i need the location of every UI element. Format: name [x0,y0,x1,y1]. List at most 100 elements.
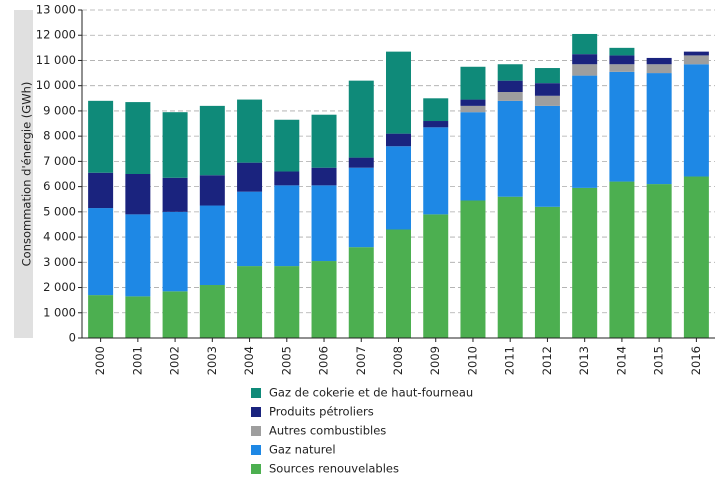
legend-label: Gaz de cokerie et de haut-fourneau [269,386,473,400]
y-tick-label: 11 000 [36,53,76,67]
bar-segment [460,66,486,100]
bar-segment [274,171,300,186]
bar-segment [162,177,188,212]
bar-segment [423,127,449,215]
bar-segment [646,64,672,74]
y-tick-label: 3 000 [43,255,76,269]
bar-segment [460,112,486,201]
legend-swatch [251,445,261,455]
bar-segment [609,64,635,72]
bar-segment [609,55,635,65]
bar-segment [572,187,598,338]
y-axis-label: Consommation d'énergie (GWh) [20,82,34,267]
x-tick-label: 2002 [168,346,182,375]
bar-segment [460,105,486,113]
bar-segment [460,200,486,338]
bar-segment [646,73,672,185]
bar-segment [497,196,523,338]
bar-segment [199,105,225,176]
bar-segment [497,80,523,92]
bar-segment [534,83,560,96]
bar-segment [88,172,114,209]
y-tick-label: 0 [69,331,76,345]
y-tick-label: 2 000 [43,280,76,294]
legend-label: Produits pétroliers [269,405,374,419]
x-tick-label: 2006 [317,346,331,375]
bar-segment [199,205,225,286]
legend-swatch [251,464,261,474]
bar-segment [311,185,337,262]
bar-segment [348,247,374,338]
y-tick-label: 9 000 [43,103,76,117]
bar-segment [311,261,337,338]
bar-segment [534,105,560,207]
bar-segment [683,55,709,65]
bar-segment [609,71,635,182]
bar-segment [423,121,449,128]
y-tick-label: 8 000 [43,129,76,143]
legend-label: Sources renouvelables [269,462,399,476]
bar-segment [683,64,709,177]
bar-segment [683,51,709,56]
y-tick-label: 1 000 [43,305,76,319]
x-tick-label: 2013 [577,346,591,375]
bar-segment [497,64,523,81]
bar-segment [125,102,151,174]
y-tick-label: 10 000 [36,78,76,92]
bar-segment [386,146,411,230]
x-tick-label: 2012 [540,346,554,375]
x-tick-label: 2007 [354,346,368,375]
bar-segment [609,47,635,56]
bar-segment [534,68,560,84]
bar-segment [237,162,263,192]
bar-segment [646,184,672,338]
bar-segment [646,57,672,65]
bar-segment [497,100,523,197]
x-tick-label: 2000 [93,346,107,375]
bar-segment [609,181,635,338]
y-tick-label: 13 000 [36,3,76,17]
bar-segment [311,114,337,168]
bar-segment [423,98,449,122]
legend-label: Gaz naturel [269,443,336,457]
x-tick-label: 2010 [465,346,479,375]
x-tick-label: 2011 [503,346,517,375]
x-tick-label: 2008 [391,346,405,375]
x-tick-label: 2001 [130,346,144,375]
bar-segment [125,214,151,297]
bar-segment [348,157,374,168]
bar-segment [534,95,560,106]
bar-segment [497,92,523,101]
bar-segment [348,80,374,158]
x-tick-label: 2004 [242,346,256,375]
bar-segment [534,206,560,338]
y-tick-label: 12 000 [36,28,76,42]
bar-segment [572,64,598,76]
bar-segment [572,54,598,65]
bar-segment [348,167,374,248]
bar-segment [274,119,300,172]
bar-segment [423,214,449,338]
legend-swatch [251,426,261,436]
bar-segment [162,211,188,292]
bar-segment [88,295,114,338]
y-label-box [14,10,33,338]
bar-segment [199,175,225,206]
y-tick-label: 4 000 [43,230,76,244]
bar-segment [572,75,598,188]
bar-segment [572,33,598,55]
y-tick-label: 5 000 [43,204,76,218]
bar-segment [460,99,486,106]
bar-segment [162,112,188,178]
bar-segment [237,191,263,267]
bar-segment [237,99,263,163]
legend-swatch [251,407,261,417]
legend-swatch [251,388,261,398]
bar-segment [88,100,114,173]
bar-segment [199,285,225,338]
bar-segment [274,266,300,338]
bar-segment [311,167,337,186]
x-tick-label: 2016 [689,346,703,375]
x-tick-label: 2005 [279,346,293,375]
bar-segment [88,208,114,296]
